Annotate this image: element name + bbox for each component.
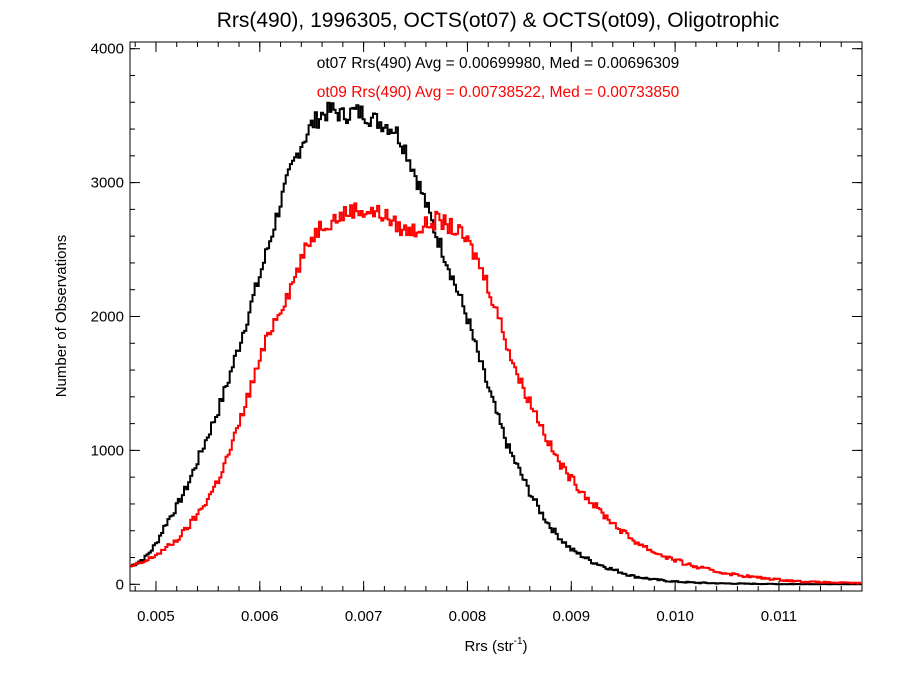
x-tick-label: 0.005 (137, 608, 175, 625)
major-ticks (130, 42, 862, 591)
ot09-stats-annotation: ot09 Rrs(490) Avg = 0.00738522, Med = 0.… (317, 84, 680, 101)
x-axis-label: Rrs (str-1) (464, 636, 527, 655)
x-tick-label: 0.011 (761, 608, 797, 625)
minor-ticks (130, 42, 863, 591)
x-tick-label: 0.006 (241, 608, 279, 625)
y-tick-labels: 0 1000 2000 3000 4000 (91, 41, 124, 594)
y-tick-label: 0 (116, 576, 124, 593)
x-tick-label: 0.008 (449, 608, 487, 625)
x-tick-label: 0.007 (345, 608, 383, 625)
y-tick-label: 1000 (91, 442, 124, 459)
x-axis-label-text: Rrs (str (464, 638, 513, 655)
y-tick-label: 2000 (91, 309, 124, 326)
x-tick-label: 0.010 (656, 608, 694, 625)
chart-title: Rrs(490), 1996305, OCTS(ot07) & OCTS(ot0… (217, 9, 780, 32)
series-group (130, 101, 861, 586)
x-axis-label-superscript: -1 (514, 636, 523, 647)
histogram-series-0 (130, 101, 861, 586)
x-tick-label: 0.009 (553, 608, 591, 625)
x-tick-labels: 0.005 0.006 0.007 0.008 0.009 0.010 0.011 (137, 608, 797, 625)
plot-frame (129, 41, 863, 592)
x-axis-label-close: ) (523, 638, 528, 655)
histogram-series-1 (130, 202, 861, 585)
y-axis-label: Number of Observations (53, 235, 70, 398)
y-tick-label: 4000 (91, 41, 124, 58)
ot07-stats-annotation: ot07 Rrs(490) Avg = 0.00699980, Med = 0.… (317, 55, 680, 72)
y-tick-label: 3000 (91, 175, 124, 192)
